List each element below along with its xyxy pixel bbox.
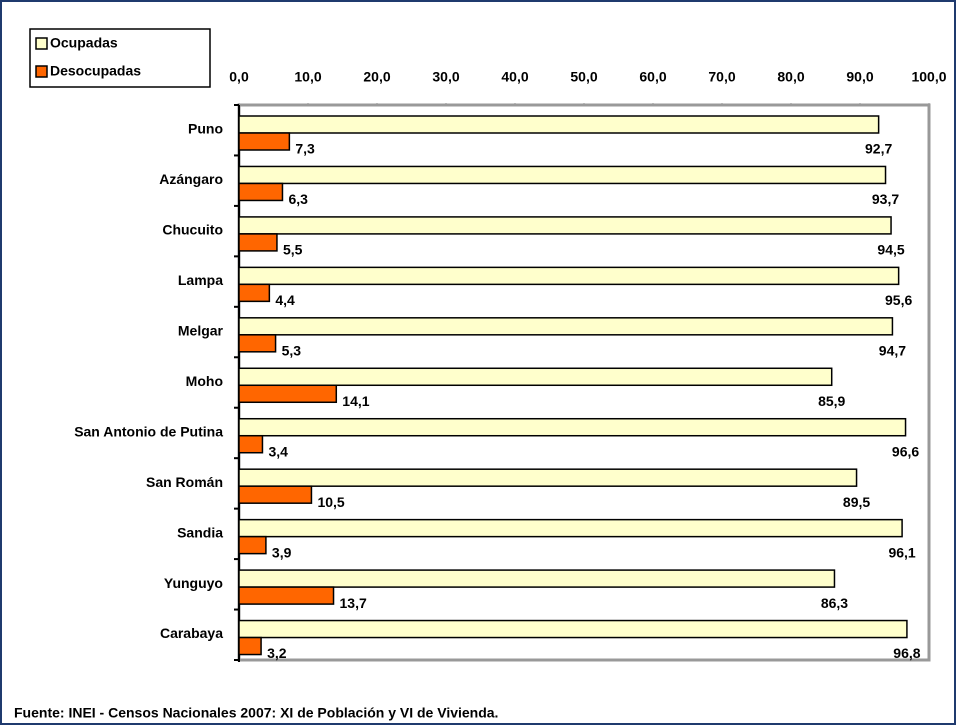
data-label: 92,7: [865, 141, 892, 157]
data-label: 3,2: [267, 645, 287, 661]
data-label: 94,7: [879, 343, 906, 359]
data-label: 5,3: [282, 343, 302, 359]
bar: [238, 283, 271, 303]
data-label: 85,9: [818, 393, 845, 409]
data-label: 96,6: [892, 443, 919, 459]
bar: [238, 317, 894, 336]
bar: [238, 115, 880, 134]
x-tick-label: 20,0: [363, 69, 390, 85]
data-label: 96,1: [888, 544, 915, 560]
bar: [238, 384, 338, 404]
x-tick-label: 60,0: [639, 69, 666, 85]
bar: [238, 216, 892, 235]
data-label: 5,5: [283, 242, 303, 258]
data-label: 14,1: [342, 393, 369, 409]
x-tick-label: 30,0: [432, 69, 459, 85]
bar: [238, 417, 907, 437]
y-tick-label: San Antonio de Putina: [74, 423, 223, 439]
x-tick-label: 80,0: [777, 69, 804, 85]
legend-swatch: [35, 65, 48, 78]
bar: [238, 518, 903, 538]
legend-label: Desocupadas: [50, 63, 141, 79]
data-label: 95,6: [885, 292, 912, 308]
bar: [238, 132, 291, 151]
data-label: 93,7: [872, 191, 899, 207]
y-tick-label: Moho: [186, 373, 223, 389]
y-tick-label: Melgar: [178, 323, 224, 339]
data-label: 89,5: [843, 494, 870, 510]
legend-box: [29, 28, 211, 88]
data-label: 3,4: [268, 443, 288, 459]
y-tick-label: Chucuito: [162, 222, 223, 238]
y-tick-label: Yunguyo: [164, 575, 223, 591]
y-tick-label: Azángaro: [159, 171, 223, 187]
data-label: 7,3: [295, 141, 315, 157]
y-tick-label: Carabaya: [160, 625, 223, 641]
bar: [238, 535, 267, 555]
data-label: 13,7: [340, 595, 367, 611]
data-label: 86,3: [821, 595, 848, 611]
bar: [238, 182, 284, 202]
x-tick-label: 50,0: [570, 69, 597, 85]
x-tick-label: 100,0: [911, 69, 946, 85]
bar: [238, 367, 833, 387]
y-tick-label: San Román: [146, 474, 223, 490]
bar: [238, 334, 277, 353]
y-tick-label: Sandia: [177, 524, 223, 540]
bar: [238, 434, 264, 454]
bar: [238, 468, 858, 487]
source-note: Fuente: INEI - Censos Nacionales 2007: X…: [14, 705, 498, 721]
bar: [238, 485, 313, 504]
data-label: 4,4: [275, 292, 295, 308]
y-tick-label: Lampa: [178, 272, 223, 288]
bar: [238, 586, 335, 605]
x-tick-label: 90,0: [846, 69, 873, 85]
bar: [238, 233, 278, 252]
data-label: 6,3: [288, 191, 308, 207]
x-tick-label: 70,0: [708, 69, 735, 85]
data-label: 10,5: [317, 494, 344, 510]
y-tick-label: Puno: [188, 121, 223, 137]
data-label: 94,5: [877, 242, 904, 258]
bar: [238, 636, 262, 656]
legend-label: Ocupadas: [50, 35, 118, 51]
legend-swatch: [35, 37, 48, 50]
x-tick-label: 0,0: [229, 69, 249, 85]
data-label: 96,8: [893, 645, 920, 661]
bar: [238, 266, 900, 286]
data-label: 3,9: [272, 544, 292, 560]
x-tick-label: 10,0: [294, 69, 321, 85]
bar: [238, 619, 908, 639]
bar: [238, 569, 836, 588]
x-tick-label: 40,0: [501, 69, 528, 85]
bar: [238, 165, 887, 185]
